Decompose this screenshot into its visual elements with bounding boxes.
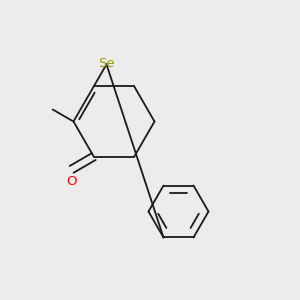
Text: O: O xyxy=(66,175,77,188)
Text: Se: Se xyxy=(98,57,115,70)
